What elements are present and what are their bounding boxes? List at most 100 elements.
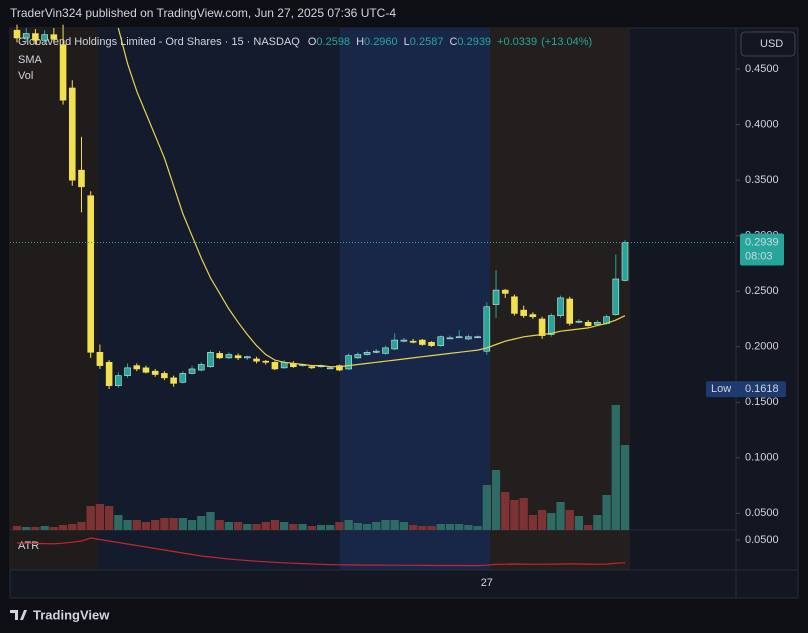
candle-body: [68, 87, 76, 181]
candle-body: [87, 195, 94, 353]
ohlc-value: 0.2939: [457, 36, 491, 48]
volume-bar: [95, 504, 105, 530]
candle-body: [32, 33, 39, 41]
volume-bar: [565, 510, 574, 530]
volume-bar: [160, 518, 169, 530]
volume-bar: [307, 526, 316, 530]
volume-bar: [620, 445, 630, 530]
ohlc-value: 0.2598: [316, 36, 350, 48]
volume-bar: [58, 525, 68, 530]
candle-body: [105, 361, 113, 386]
volume-bar: [344, 520, 353, 530]
candle-body: [612, 278, 620, 315]
y-tick-label: 0.4500: [745, 63, 779, 75]
candle-body: [59, 44, 67, 101]
candle-body: [345, 355, 352, 370]
volume-bar: [473, 526, 482, 530]
candle-body: [474, 336, 481, 339]
volume-bar: [77, 522, 86, 530]
candle-body: [41, 34, 48, 41]
volume-bar: [390, 520, 399, 530]
session-band: [340, 28, 490, 570]
brand-logo: [10, 610, 27, 620]
volume-bar: [464, 525, 473, 530]
volume-bar: [335, 522, 344, 530]
indicator-label: SMA: [18, 54, 43, 66]
volume-bar: [114, 515, 123, 530]
volume-bar: [169, 518, 178, 530]
candle-body: [271, 361, 279, 370]
legend: Globavend Holdings Limited - Ord Shares …: [18, 36, 592, 48]
volume-bar: [49, 527, 58, 530]
candle-body: [382, 347, 389, 354]
currency-button[interactable]: [740, 31, 796, 57]
low-value: 0.1618: [745, 383, 779, 395]
candle-body: [253, 358, 260, 362]
change-pct: (+13.04%): [541, 36, 592, 48]
candle-body: [557, 297, 564, 316]
countdown: 08:03: [745, 250, 773, 262]
currency[interactable]: USD: [760, 38, 783, 50]
volume-bar: [261, 522, 270, 530]
volume-bar: [408, 525, 418, 530]
candle-body: [409, 340, 417, 343]
candle-body: [391, 339, 398, 350]
ohlc-key: H: [356, 36, 364, 48]
volume-bar: [187, 520, 197, 530]
candle-body: [170, 377, 177, 384]
volume-bar: [482, 485, 491, 530]
indicator-label: ATR: [18, 540, 39, 552]
volume-bar: [215, 520, 224, 530]
publisher: TraderVin324 published on TradingView.co…: [10, 6, 396, 20]
volume-bar: [86, 506, 95, 530]
candle-body: [179, 373, 187, 383]
volume-bar: [574, 516, 584, 530]
last-price-label: 0.2939: [745, 236, 779, 248]
y-tick-label: 0.2000: [745, 341, 779, 353]
candle-body: [244, 356, 251, 359]
brand-name: TradingView: [33, 607, 110, 622]
volume-bar: [427, 526, 436, 530]
candle-body: [142, 367, 150, 373]
candle-body: [372, 350, 380, 353]
volume-bar: [243, 524, 252, 530]
y-tick-label: 0.4000: [745, 119, 779, 131]
symbol: Globavend Holdings Limited - Ord Shares …: [18, 36, 300, 48]
candle-body: [594, 322, 601, 325]
volume-bar: [528, 515, 538, 530]
volume-bar: [233, 522, 243, 530]
candle-body: [115, 375, 122, 386]
volume-bar: [252, 524, 261, 530]
volume-bar: [372, 522, 381, 530]
y-tick-label: 0.3500: [745, 174, 779, 186]
volume-bar: [141, 522, 151, 530]
session-band: [10, 28, 98, 570]
volume-bar: [537, 510, 547, 530]
volume-bar: [556, 502, 565, 530]
low-name: Low: [711, 383, 731, 395]
candle-body: [483, 306, 491, 352]
candle-body: [96, 352, 104, 366]
candle-body: [520, 309, 527, 316]
candle-body: [566, 298, 574, 324]
candle-body: [50, 34, 58, 40]
candle-body: [621, 242, 629, 281]
sma-line: [117, 27, 626, 368]
candle-body: [446, 337, 454, 340]
volume-bar: [436, 524, 445, 530]
candle-body: [78, 169, 85, 188]
change: +0.0339: [497, 36, 537, 48]
candle-body: [437, 336, 445, 346]
candle-body: [354, 354, 362, 359]
volume-bar: [151, 520, 160, 530]
session-band: [98, 28, 340, 570]
volume-bar: [326, 525, 335, 530]
volume-bar: [270, 520, 280, 530]
volume-bar: [418, 526, 427, 530]
volume-bar: [491, 470, 501, 530]
low-tag: [706, 381, 786, 398]
volume-bar: [123, 520, 132, 530]
volume-bar: [31, 527, 40, 530]
volume-bar: [132, 520, 141, 530]
